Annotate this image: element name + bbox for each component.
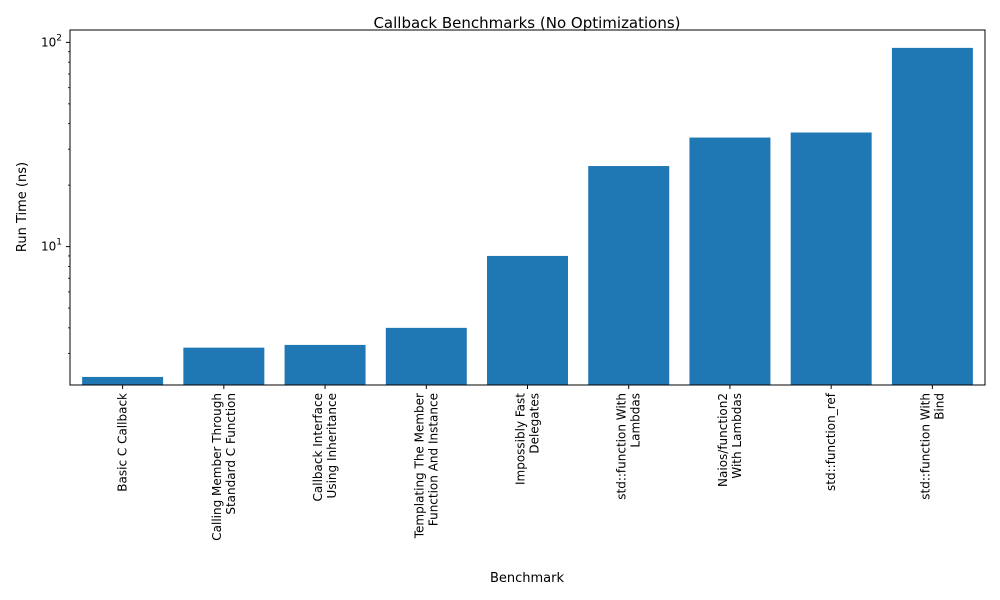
x-tick-label: std::function_ref — [824, 392, 838, 491]
bar — [183, 347, 265, 385]
plot-frame — [69, 29, 986, 386]
x-tick-label: Templating The MemberFunction And Instan… — [412, 393, 440, 539]
x-tick-label: Basic C Callback — [116, 393, 130, 492]
y-axis-label: Run Time (ns) — [15, 162, 30, 252]
bar — [588, 166, 670, 385]
bar — [689, 137, 771, 385]
bar — [284, 344, 366, 385]
y-axis-ticks: 101 102 — [41, 33, 70, 354]
x-tick-label: std::function WithBind — [918, 393, 946, 500]
bars-group — [82, 47, 973, 385]
bar — [385, 327, 467, 385]
x-tick-label: Calling Member ThroughStandard C Functio… — [210, 393, 238, 541]
chart-title: Callback Benchmarks (No Optimizations) — [373, 14, 680, 32]
bar — [891, 47, 973, 385]
x-axis-label: Benchmark — [490, 571, 565, 586]
x-tick-label: Naios/function2With Lambdas — [716, 393, 744, 487]
x-tick-label: Impossibly FastDelegates — [514, 393, 542, 485]
x-tick-label: std::function WithLambdas — [615, 393, 643, 500]
x-tick-label: Callback InterfaceUsing Inheritance — [311, 393, 339, 501]
bar — [82, 376, 164, 385]
y-tick-label: 101 — [41, 238, 62, 254]
y-tick-label: 102 — [41, 33, 62, 49]
x-axis-ticks: Basic C Callback Calling Member ThroughSt… — [116, 385, 946, 541]
bar — [487, 255, 568, 385]
bar — [790, 132, 872, 385]
